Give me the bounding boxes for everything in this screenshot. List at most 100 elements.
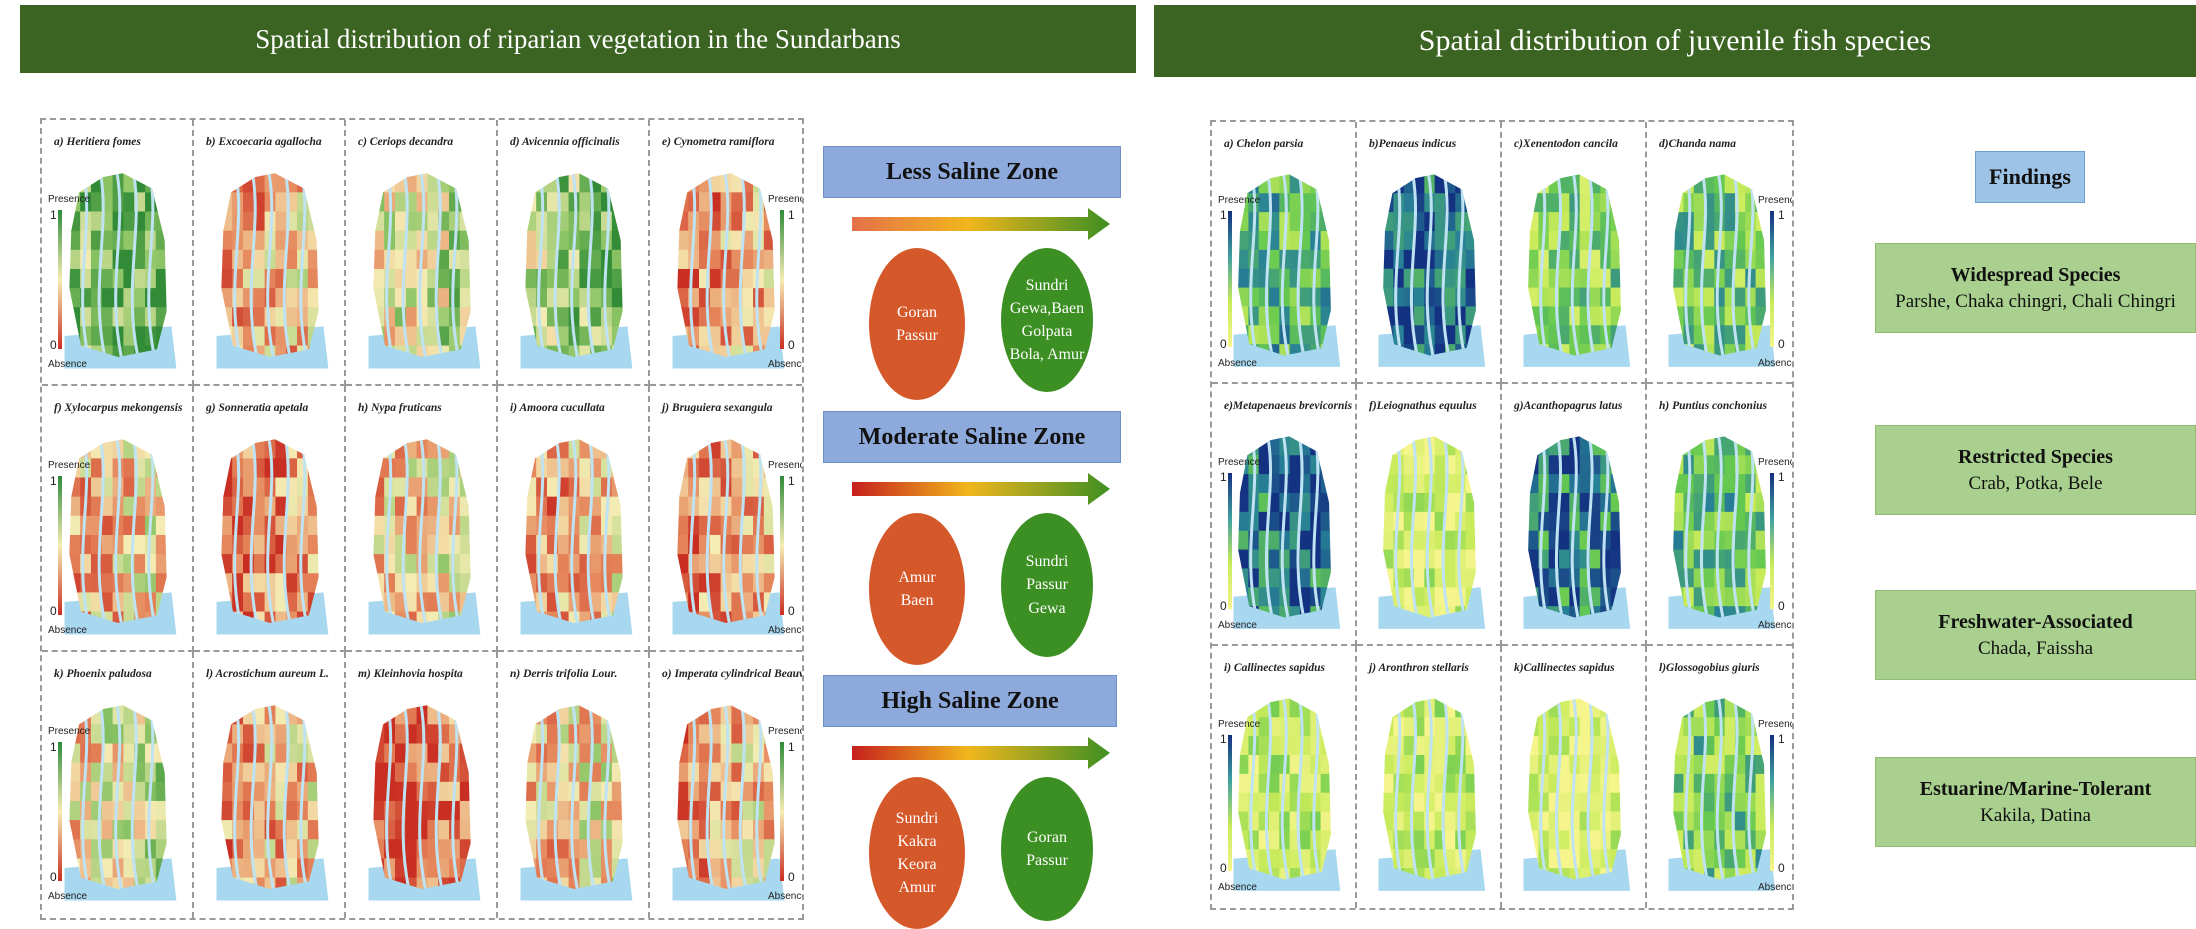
legend-color-bar (58, 210, 62, 349)
finding-heading: Restricted Species (1958, 445, 2113, 468)
vegetation-banner: Spatial distribution of riparian vegetat… (20, 5, 1136, 73)
map-label: k) Phoenix paludosa (54, 668, 152, 680)
species-name: Golpata (1021, 323, 1073, 340)
species-name: Gewa,Baen (1009, 299, 1085, 317)
map-cell: h) Nypa fruticans (346, 386, 498, 652)
low-presence-species-oval: Sundri Kakra Keora Amur (869, 777, 965, 929)
legend-min-value: 0 (1778, 598, 1785, 613)
finding-body: Kakila, Datina (1980, 804, 2091, 826)
map-figure (216, 439, 329, 635)
map-cell: d) Avicennia officinalis (498, 120, 650, 386)
fish-title: Spatial distribution of juvenile fish sp… (1418, 24, 1932, 57)
legend-max-value: 1 (1778, 208, 1785, 223)
legend-color-bar (1228, 735, 1232, 872)
map-label: h) Nypa fruticans (358, 402, 442, 414)
legend-min-value: 0 (788, 870, 795, 885)
map-figure (520, 173, 633, 369)
finding-box: Restricted Species Crab, Potka, Bele (1875, 425, 2196, 515)
legend-color-bar (1770, 473, 1774, 610)
legend-absence-label: Absence (48, 891, 87, 903)
zone-title: High Saline Zone (823, 675, 1117, 727)
legend-presence-label: Presence (1218, 457, 1261, 469)
legend-presence-label: Presence (48, 726, 91, 738)
legend-presence-label: Presence (1218, 719, 1261, 731)
legend-min-value: 0 (50, 338, 57, 353)
map-cell: c)Xenentodon cancila (1502, 122, 1647, 384)
legend-min-value: 0 (788, 338, 795, 353)
vegetation-map-grid: a) Heritiera fomes Presence 1 0 Absence b) Ex… (40, 118, 804, 920)
legend-min-value: 0 (1778, 336, 1785, 351)
legend-color-bar (780, 742, 784, 881)
legend-presence-label: Presence (768, 726, 802, 738)
map-label: i) Amoora cucullata (510, 402, 605, 414)
legend-max-value: 1 (50, 739, 57, 754)
legend-max-value: 1 (50, 207, 57, 222)
high-presence-species-oval: Goran Passur (1001, 777, 1093, 921)
findings-title: Findings (1975, 151, 2085, 203)
legend-presence-label: Presence (768, 460, 802, 472)
map-label: e)Metapenaeus brevicornis (1224, 400, 1353, 412)
map-figure (672, 173, 785, 369)
legend-color-bar (1228, 473, 1232, 610)
map-cell: l) Acrostichum aureum L. (194, 652, 346, 918)
legend-presence-label: Presence (1758, 457, 1792, 469)
map-cell: i) Callinectes sapidus Presence 1 0 Absence (1212, 646, 1357, 908)
salinity-gradient-arrow (852, 737, 1110, 769)
map-label: l)Glossogobius giuris (1659, 662, 1760, 674)
map-figure (1668, 698, 1776, 891)
low-presence-species-oval: Goran Passur (869, 248, 965, 400)
legend-max-value: 1 (1778, 732, 1785, 747)
legend-absence-label: Absence (1758, 881, 1792, 893)
species-name: Gewa (1028, 599, 1066, 617)
map-cell: a) Chelon parsia Presence 1 0 Absence (1212, 122, 1357, 384)
species-name: Bola, Amur (1009, 346, 1085, 364)
map-cell: k)Callinectes sapidus (1502, 646, 1647, 908)
legend-color-bar (1770, 211, 1774, 348)
legend-absence-label: Absence (48, 625, 87, 637)
map-label: m) Kleinhovia hospita (358, 668, 463, 680)
map-cell: f) Xylocarpus mekongensis Presence 1 0 Absen… (42, 386, 194, 652)
legend-min-value: 0 (788, 604, 795, 619)
map-label: a) Chelon parsia (1224, 138, 1304, 150)
map-figure (520, 439, 633, 635)
map-figure (1233, 436, 1341, 629)
map-cell: g) Sonneratia apetala (194, 386, 346, 652)
map-figure (672, 439, 785, 635)
map-label: n) Derris trifolia Lour. (510, 668, 618, 680)
finding-box: Estuarine/Marine-Tolerant Kakila, Datina (1875, 757, 2196, 847)
map-figure (216, 173, 329, 369)
legend-max-value: 1 (788, 473, 795, 488)
salinity-gradient-arrow (852, 473, 1110, 505)
finding-body: Chada, Faissha (1977, 637, 2094, 659)
legend-presence-label: Presence (1758, 195, 1792, 207)
finding-heading: Widespread Species (1950, 263, 2121, 286)
map-cell: m) Kleinhovia hospita (346, 652, 498, 918)
legend-absence-label: Absence (1218, 881, 1257, 893)
map-label: a) Heritiera fomes (54, 136, 141, 148)
species-name: Baen (900, 592, 934, 609)
legend-min-value: 0 (1220, 598, 1227, 613)
map-label: d)Chanda nama (1659, 138, 1737, 150)
legend-max-value: 1 (1220, 470, 1227, 485)
species-name: Goran (1027, 828, 1067, 846)
map-label: j) Aronthron stellaris (1369, 662, 1469, 674)
map-figure (1668, 436, 1776, 629)
map-cell: g)Acanthopagrus latus (1502, 384, 1647, 646)
legend-min-value: 0 (1220, 860, 1227, 875)
map-cell: a) Heritiera fomes Presence 1 0 Absence (42, 120, 194, 386)
map-figure (368, 705, 481, 901)
legend-color-bar (58, 476, 62, 615)
legend-max-value: 1 (788, 739, 795, 754)
map-cell: b) Excoecaria agallocha (194, 120, 346, 386)
legend-max-value: 1 (788, 207, 795, 222)
species-name: Passur (1026, 852, 1068, 869)
fish-banner: Spatial distribution of juvenile fish sp… (1154, 5, 2196, 77)
map-figure (672, 705, 785, 901)
species-name: Sundri (1025, 276, 1069, 294)
finding-body: Crab, Potka, Bele (1968, 472, 2103, 494)
finding-body: Parshe, Chaka chingri, Chali Chingri (1895, 290, 2176, 312)
species-name: Amur (898, 879, 936, 897)
